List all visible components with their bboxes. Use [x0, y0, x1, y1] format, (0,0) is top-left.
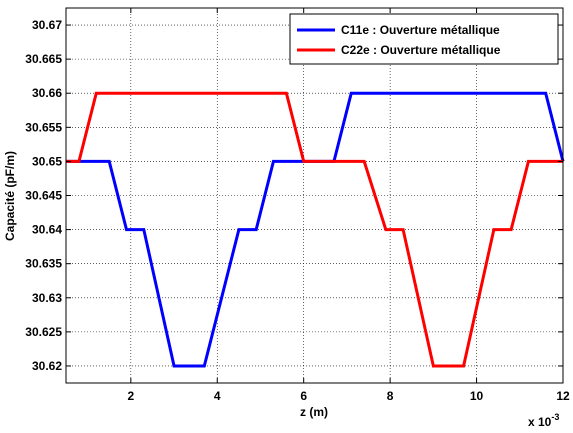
x-tick-label: 12: [556, 389, 570, 403]
legend-label-c22e: C22e : Ouverture métallique: [341, 43, 501, 57]
series-line-0: [66, 91, 565, 368]
x-exponent-base: x 10: [528, 415, 552, 429]
y-tick-label: 30.625: [25, 325, 62, 339]
y-tick-label: 30.655: [25, 120, 62, 134]
x-tick-label: 6: [300, 389, 307, 403]
x-exponent-label: x 10-3: [528, 412, 559, 429]
y-axis-label: Capacité (pF/m): [3, 151, 17, 241]
y-tick-label: 30.64: [32, 223, 62, 237]
y-tick-label: 30.645: [25, 189, 62, 203]
legend: C11e : Ouverture métallique C22e : Ouver…: [289, 13, 559, 65]
x-tick-label: 8: [387, 389, 394, 403]
y-tick-label: 30.635: [25, 257, 62, 271]
x-axis-label: z (m): [300, 405, 328, 419]
x-tick-label: 10: [470, 389, 484, 403]
x-tick-label: 2: [127, 389, 134, 403]
series-line-1: [66, 91, 563, 368]
y-tick-label: 30.63: [32, 291, 62, 305]
y-tick-label: 30.665: [25, 52, 62, 66]
y-tick-label: 30.65: [32, 154, 62, 168]
series-lines: [66, 91, 565, 368]
x-tick-label: 4: [214, 389, 221, 403]
y-tick-label: 30.66: [32, 86, 62, 100]
axis-ticks: 2 4 6 8 10 12 30.62 30.625 30.63 30.635 30.64 30.64…: [25, 8, 570, 403]
y-tick-label: 30.67: [32, 18, 62, 32]
y-tick-label: 30.62: [32, 359, 62, 373]
x-exponent-power: -3: [551, 412, 559, 422]
legend-box: [289, 13, 559, 65]
legend-label-c11e: C11e : Ouverture métallique: [341, 23, 500, 37]
